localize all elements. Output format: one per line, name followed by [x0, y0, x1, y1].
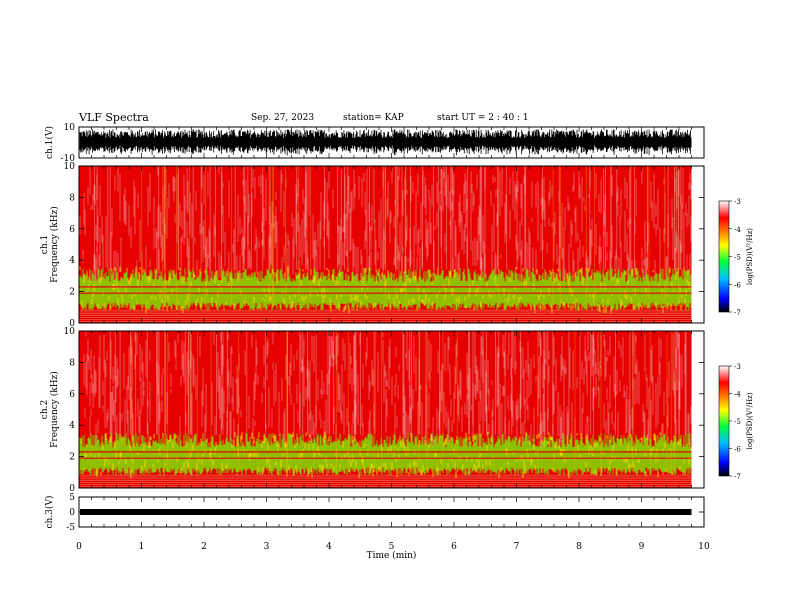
- y-axis-label: ch.3(V): [44, 496, 55, 529]
- colorbar-tick-label: -5: [734, 254, 741, 262]
- x-tick-label: 8: [576, 542, 582, 552]
- spectrogram-ch1: 0 2 4 6 8 10 ch.1 Frequency (kHz): [40, 162, 705, 329]
- x-tick-label: 3: [264, 542, 270, 552]
- y-axis-label: Frequency (kHz): [49, 206, 60, 283]
- x-tick-label: 0: [76, 542, 82, 552]
- station-label: station= KAP: [343, 113, 404, 123]
- colorbar-tick-label: -5: [734, 418, 741, 426]
- y-tick-label: 0: [69, 508, 75, 518]
- colorbar-tick-label: -4: [734, 226, 741, 234]
- x-tick-label: 2: [201, 542, 207, 552]
- start-time-label: start UT = 2 : 40 : 1: [437, 113, 529, 123]
- y-tick-label: 4: [69, 256, 75, 266]
- x-tick-label: 9: [639, 542, 645, 552]
- waveform-ch3: 5 0 -5 ch.3(V): [44, 493, 705, 533]
- waveform-trace: [80, 509, 692, 515]
- colorbar: -3 -4 -5 -6 -7 log(PSD)(V²/Hz): [718, 198, 754, 317]
- y-tick-label: -10: [61, 154, 76, 164]
- y-tick-label: 5: [69, 493, 75, 503]
- waveform-ch1: 10 -10 ch.1(V): [44, 123, 705, 164]
- y-axis-label: ch.2: [40, 400, 50, 419]
- x-tick-label: 5: [389, 542, 395, 552]
- y-axis-label: ch.1(V): [44, 126, 55, 159]
- colorbar-gradient: [718, 200, 730, 313]
- colorbar-label: log(PSD)(V²/Hz): [746, 228, 754, 285]
- y-tick-label: 8: [69, 358, 75, 368]
- chart-title: VLF Spectra: [79, 111, 149, 124]
- y-tick-label: 0: [69, 319, 75, 329]
- y-tick-label: -5: [66, 523, 75, 533]
- colorbar-tick-label: -7: [734, 309, 741, 317]
- y-tick-label: 4: [69, 421, 75, 431]
- colorbar: -3 -4 -5 -6 -7 log(PSD)(V²/Hz): [718, 363, 754, 481]
- colorbar-tick-label: -6: [734, 446, 741, 454]
- y-tick-label: 10: [64, 327, 76, 337]
- x-axis-label: Time (min): [367, 550, 417, 561]
- spectrogram-bursts: [141, 166, 680, 308]
- y-tick-label: 6: [69, 225, 75, 235]
- y-tick-label: 2: [69, 453, 75, 463]
- colorbar-tick-label: -7: [734, 473, 741, 481]
- spectrogram-ch2: 0 2 4 6 8 10 ch.2 Frequency (kHz): [40, 327, 705, 494]
- x-tick-label: 7: [514, 542, 520, 552]
- y-tick-label: 2: [69, 288, 75, 298]
- y-tick-label: 6: [69, 390, 75, 400]
- spectrogram-streaks: [94, 166, 682, 270]
- colorbar-tick-label: -3: [734, 198, 741, 206]
- spectrogram-bursts: [131, 331, 675, 473]
- x-tick-label: 4: [326, 542, 332, 552]
- colorbar-tick-label: -3: [734, 363, 741, 371]
- x-tick-label: 1: [139, 542, 145, 552]
- y-tick-label: 10: [64, 162, 76, 172]
- x-tick-label: 10: [698, 542, 710, 552]
- y-axis-label: Frequency (kHz): [49, 371, 60, 448]
- y-tick-label: 8: [69, 193, 75, 203]
- y-axis-label: ch.1: [40, 235, 50, 254]
- colorbar-label: log(PSD)(V²/Hz): [746, 392, 754, 449]
- y-tick-label: 10: [64, 123, 76, 133]
- waveform-trace: [79, 129, 692, 156]
- y-tick-label: 0: [69, 484, 75, 494]
- colorbar-tick-label: -4: [734, 391, 741, 399]
- x-tick-label: 6: [451, 542, 457, 552]
- date-label: Sep. 27, 2023: [251, 113, 315, 123]
- colorbar-tick-label: -6: [734, 281, 741, 289]
- colorbar-gradient: [718, 365, 730, 477]
